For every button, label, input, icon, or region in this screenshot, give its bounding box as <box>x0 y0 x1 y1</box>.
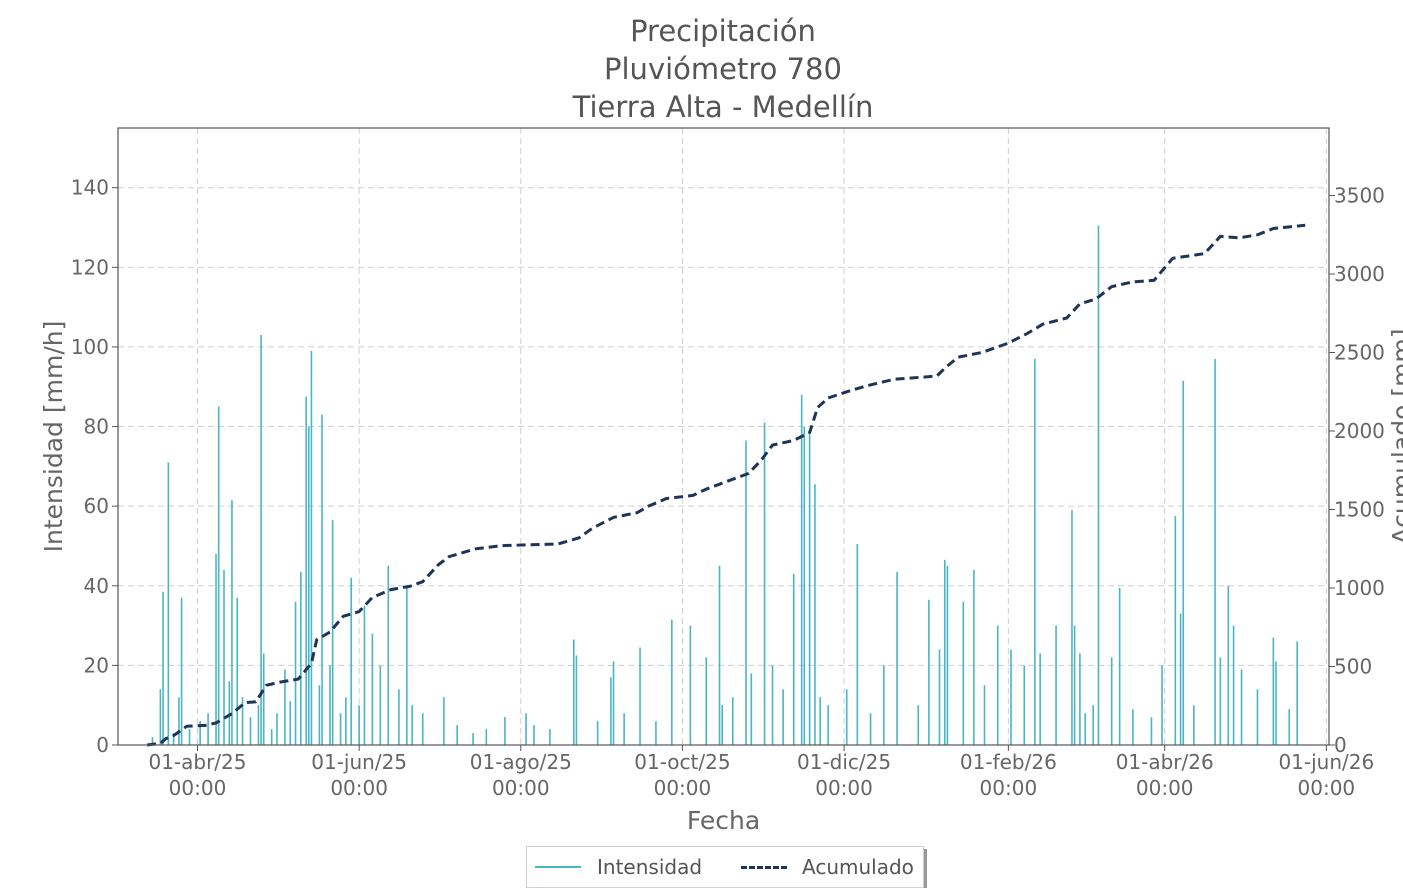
x-tick-label-time: 00:00 <box>330 776 388 800</box>
y-right-tick-label: 2500 <box>1334 341 1385 365</box>
x-tick-label-date: 01-dic/25 <box>797 750 891 774</box>
x-tick-label-time: 00:00 <box>169 776 227 800</box>
y-left-tick-label: 100 <box>71 335 109 359</box>
y-axis-right-label: Acumulado [mm] <box>1387 328 1403 544</box>
x-tick-label-date: 01-abr/26 <box>1116 750 1214 774</box>
x-axis-label: Fecha <box>687 806 760 835</box>
y-left-tick-label: 120 <box>71 255 109 279</box>
y-right-tick-label: 1000 <box>1334 576 1385 600</box>
grid-layer <box>118 128 1329 745</box>
y-left-tick-label: 80 <box>84 415 109 439</box>
x-tick-label-date: 01-ago/25 <box>470 750 572 774</box>
chart-title-line-3: Tierra Alta - Medellín <box>572 90 874 124</box>
acumulado-line <box>146 223 1306 747</box>
x-tick-label-time: 00:00 <box>654 776 712 800</box>
x-tick-label-date: 01-abr/25 <box>148 750 246 774</box>
y-right-tick-label: 2000 <box>1334 419 1385 443</box>
legend-acumulado-swatch <box>741 866 787 869</box>
y-left-tick-label: 40 <box>84 574 109 598</box>
y-right-tick-label: 3500 <box>1334 184 1385 208</box>
acumulado-line-layer <box>146 223 1306 747</box>
y-left-tick-label: 0 <box>96 733 109 757</box>
x-tick-label-time: 00:00 <box>1298 776 1356 800</box>
plot-frame <box>117 127 1330 746</box>
x-tick-label-date: 01-feb/26 <box>960 750 1057 774</box>
legend: Intensidad Acumulado <box>526 846 924 888</box>
legend-intensidad-swatch <box>535 866 581 868</box>
y-right-tick-label: 500 <box>1334 655 1372 679</box>
x-tick-label-time: 00:00 <box>1136 776 1194 800</box>
y-axis-left-label: Intensidad [mm/h] <box>39 321 68 553</box>
axis-layer: 0 20 40 60 80 100 120 140 0 500 1000 1500 2000 2500 30… <box>71 176 1385 800</box>
x-tick-label-time: 00:00 <box>815 776 873 800</box>
chart-title-line-1: Precipitación <box>630 14 816 48</box>
y-left-tick-label: 20 <box>84 653 109 677</box>
x-tick-label-date: 01-jun/26 <box>1278 750 1374 774</box>
y-left-tick-label: 60 <box>84 494 109 518</box>
legend-intensidad-label: Intensidad <box>597 855 703 879</box>
y-right-tick-label: 0 <box>1334 733 1347 757</box>
legend-acumulado-label: Acumulado <box>802 855 914 879</box>
x-tick-label-time: 00:00 <box>980 776 1038 800</box>
x-tick-label-date: 01-jun/25 <box>311 750 407 774</box>
y-right-tick-label: 3000 <box>1334 262 1385 286</box>
chart-title-line-2: Pluviómetro 780 <box>604 52 842 86</box>
x-tick-label-date: 01-oct/25 <box>634 750 730 774</box>
x-tick-label-time: 00:00 <box>492 776 550 800</box>
y-left-tick-label: 140 <box>71 176 109 200</box>
intensidad-bars <box>151 225 1299 745</box>
y-right-tick-label: 1500 <box>1334 498 1385 522</box>
